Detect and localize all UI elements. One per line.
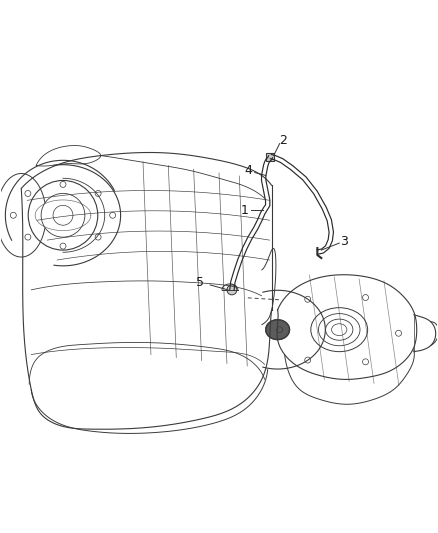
Circle shape xyxy=(227,285,237,295)
Text: 3: 3 xyxy=(340,235,348,248)
Text: 4: 4 xyxy=(245,164,253,177)
Text: 2: 2 xyxy=(279,134,286,147)
Polygon shape xyxy=(266,320,290,340)
Text: 1: 1 xyxy=(241,204,249,217)
Bar xyxy=(266,152,274,160)
Text: 5: 5 xyxy=(196,277,204,289)
